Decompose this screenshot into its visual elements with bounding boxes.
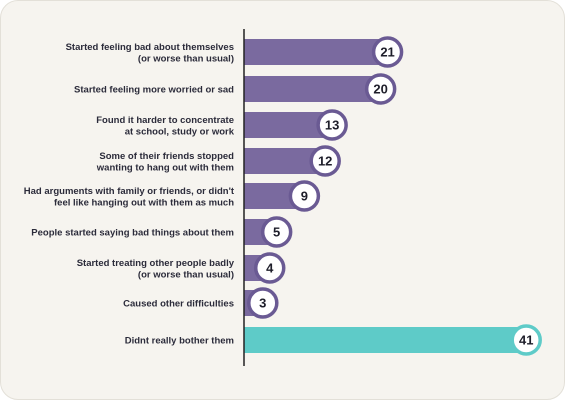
category-label-4-line-2: wanting to hang out with them [96,162,234,173]
category-label-2: Started feeling more worried or sad [74,85,234,96]
category-label-6: People started saying bad things about t… [31,228,234,239]
bar-9 [244,327,529,353]
value-label-9: 41 [519,333,533,348]
category-label-8: Caused other difficulties [123,299,234,310]
value-label-6: 5 [273,225,280,240]
value-bubble-2 [364,73,397,105]
category-label-9: Didnt really bother them [125,336,234,347]
value-label-1: 21 [380,45,394,60]
value-bubble-6 [260,216,293,248]
value-bubble-1 [371,36,404,68]
value-label-5: 9 [301,189,308,204]
value-bubble-8 [247,287,279,319]
value-label-7: 4 [266,261,274,276]
category-label-1-line-2: (or worse than usual) [138,53,234,64]
category-label-7-line-2: (or worse than usual) [138,269,234,280]
category-label-4-line-1: Some of their friends stopped [99,151,234,162]
value-bubble-5 [288,180,321,212]
bar-2 [244,76,383,102]
value-label-3: 13 [325,118,339,133]
value-bubble-4 [309,145,341,177]
category-label-5-line-1: Had arguments with family or friends, or… [24,186,235,197]
category-label-7-line-1: Started treating other people badly [77,258,235,269]
category-label-1-line-1: Started feeling bad about themselves [66,42,234,53]
value-label-2: 20 [373,82,387,97]
category-label-3-line-1: Found it harder to concentrate [96,115,234,126]
value-bubble-7 [253,252,286,284]
category-label-5-line-2: feel like hanging out with them as much [54,197,234,208]
value-label-4: 12 [318,154,332,169]
category-label-3-line-2: at school, study or work [125,126,235,137]
value-bubble-9 [510,324,542,356]
value-label-8: 3 [259,296,266,311]
bar-1 [244,39,390,65]
value-bubble-3 [316,109,348,141]
